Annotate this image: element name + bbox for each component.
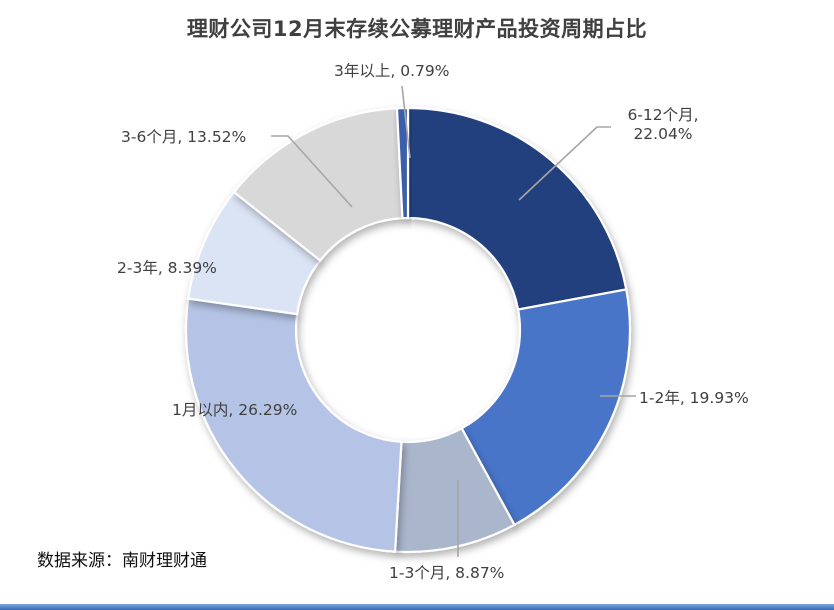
leader-lines [271, 85, 636, 557]
bottom-border [0, 604, 834, 610]
slice-label-1m: 1月以内, 26.29% [172, 401, 298, 419]
donut-slice-3年以上 [395, 106, 410, 220]
slice-label-1-3m: 1-3个月, 8.87% [389, 564, 505, 582]
leader-line-3-6m [271, 135, 353, 208]
leader-line-6-12m [518, 126, 611, 201]
slice-label-3-6m: 3-6个月, 13.52% [121, 128, 247, 146]
slice-label-3y-plus: 3年以上, 0.79% [334, 62, 450, 80]
donut-slice-1月以内 [184, 297, 403, 553]
slice-label-1-2y: 1-2年, 19.93% [639, 389, 749, 407]
chart-title: 理财公司12月末存续公募理财产品投资周期占比 [186, 17, 648, 41]
slice-label-2-3y: 2-3年, 8.39% [117, 259, 217, 277]
leader-line-3y-plus [401, 85, 411, 159]
donut-slice-6-12个月 [406, 106, 628, 311]
donut-slice-1-2年 [460, 288, 632, 527]
donut-slices [184, 106, 632, 554]
donut-slice-3-6个月 [232, 107, 404, 262]
source-note: 数据来源：南财理财通 [37, 551, 207, 571]
slice-label-6-12m: 6-12个月, 22.04% [627, 106, 699, 144]
